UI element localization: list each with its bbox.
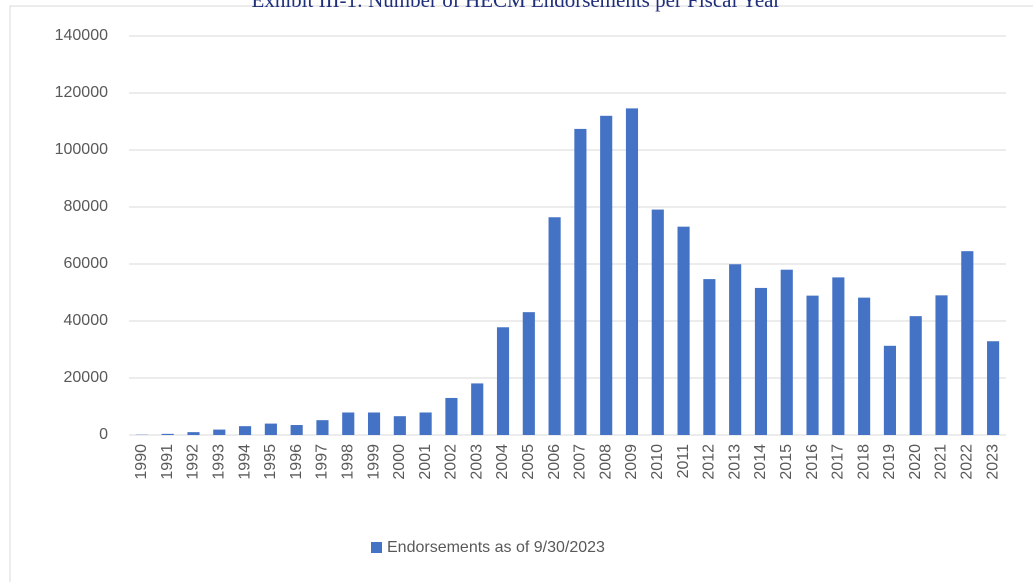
x-tick-label: 1997 bbox=[314, 444, 331, 480]
x-tick-label: 2009 bbox=[623, 444, 640, 480]
bar bbox=[780, 269, 793, 435]
x-tick-label: 2022 bbox=[959, 444, 976, 480]
x-tick-label: 2006 bbox=[546, 444, 563, 480]
bar bbox=[574, 128, 587, 435]
bar bbox=[677, 226, 690, 435]
bar bbox=[729, 264, 742, 435]
bar bbox=[703, 279, 716, 435]
x-tick-label: 2019 bbox=[881, 444, 898, 480]
x-tick-label: 1993 bbox=[210, 444, 227, 480]
bar bbox=[187, 432, 200, 435]
bar bbox=[471, 383, 484, 435]
chart-border bbox=[9, 5, 1033, 582]
bar bbox=[419, 412, 432, 435]
y-tick-label: 0 bbox=[99, 426, 108, 443]
bar bbox=[754, 287, 768, 435]
x-tick-label: 2023 bbox=[984, 444, 1001, 480]
x-tick-label: 2015 bbox=[778, 444, 795, 480]
bar bbox=[496, 327, 510, 435]
bar bbox=[290, 425, 303, 435]
x-tick-label: 2011 bbox=[675, 444, 692, 479]
y-tick-label: 40000 bbox=[64, 312, 109, 329]
y-tick-label: 60000 bbox=[64, 255, 109, 272]
x-tick-label: 1999 bbox=[365, 444, 382, 480]
bar bbox=[445, 397, 458, 435]
x-tick-label: 2014 bbox=[752, 444, 769, 480]
bar bbox=[239, 426, 252, 435]
bar bbox=[264, 423, 277, 435]
x-tick-label: 2016 bbox=[804, 444, 821, 480]
x-tick-label: 2004 bbox=[494, 444, 511, 480]
x-tick-label: 2002 bbox=[443, 444, 460, 480]
bar bbox=[522, 312, 535, 435]
legend-label: Endorsements as of 9/30/2023 bbox=[387, 539, 605, 556]
x-tick-label: 1994 bbox=[236, 444, 253, 480]
bar bbox=[806, 295, 819, 435]
x-tick-label: 2003 bbox=[468, 444, 485, 480]
bar bbox=[213, 429, 226, 435]
y-tick-label: 120000 bbox=[55, 84, 108, 101]
x-tick-label: 2018 bbox=[855, 444, 872, 480]
bar bbox=[883, 345, 896, 435]
bar bbox=[548, 217, 561, 435]
bar bbox=[961, 251, 974, 435]
x-tick-label: 2008 bbox=[597, 444, 614, 480]
bar bbox=[909, 316, 922, 435]
x-tick-label: 2017 bbox=[830, 444, 847, 480]
bar bbox=[832, 277, 845, 435]
x-tick-label: 2007 bbox=[572, 444, 589, 480]
x-tick-label: 1996 bbox=[288, 444, 305, 480]
bar bbox=[935, 295, 948, 435]
y-tick-label: 140000 bbox=[55, 27, 108, 44]
x-tick-label: 1998 bbox=[339, 444, 356, 480]
x-tick-label: 1990 bbox=[133, 444, 150, 480]
x-tick-label: 1992 bbox=[185, 444, 202, 480]
bar bbox=[625, 108, 639, 435]
x-tick-label: 2001 bbox=[417, 444, 434, 480]
x-tick-label: 2020 bbox=[907, 444, 924, 480]
legend-swatch bbox=[371, 542, 382, 553]
x-tick-label: 2005 bbox=[520, 444, 537, 480]
x-tick-label: 2000 bbox=[391, 444, 408, 480]
x-tick-label: 1995 bbox=[262, 444, 279, 480]
x-tick-label: 2012 bbox=[701, 444, 718, 480]
bar bbox=[367, 412, 381, 435]
bar bbox=[858, 297, 871, 435]
x-tick-label: 2013 bbox=[726, 444, 743, 480]
bar bbox=[393, 416, 406, 435]
y-tick-label: 100000 bbox=[55, 141, 108, 158]
y-tick-label: 20000 bbox=[64, 369, 109, 386]
bar bbox=[342, 412, 355, 435]
bar bbox=[600, 115, 613, 436]
x-tick-label: 2021 bbox=[933, 444, 950, 480]
bar bbox=[316, 420, 329, 435]
chart-title: Exhibit III-1: Number of HECM Endorsemen… bbox=[252, 0, 781, 12]
y-tick-label: 80000 bbox=[64, 198, 109, 215]
bar bbox=[161, 433, 174, 435]
bar bbox=[987, 341, 1000, 435]
bar bbox=[651, 209, 664, 435]
x-tick-label: 1991 bbox=[159, 444, 176, 480]
x-tick-label: 2010 bbox=[649, 444, 666, 480]
